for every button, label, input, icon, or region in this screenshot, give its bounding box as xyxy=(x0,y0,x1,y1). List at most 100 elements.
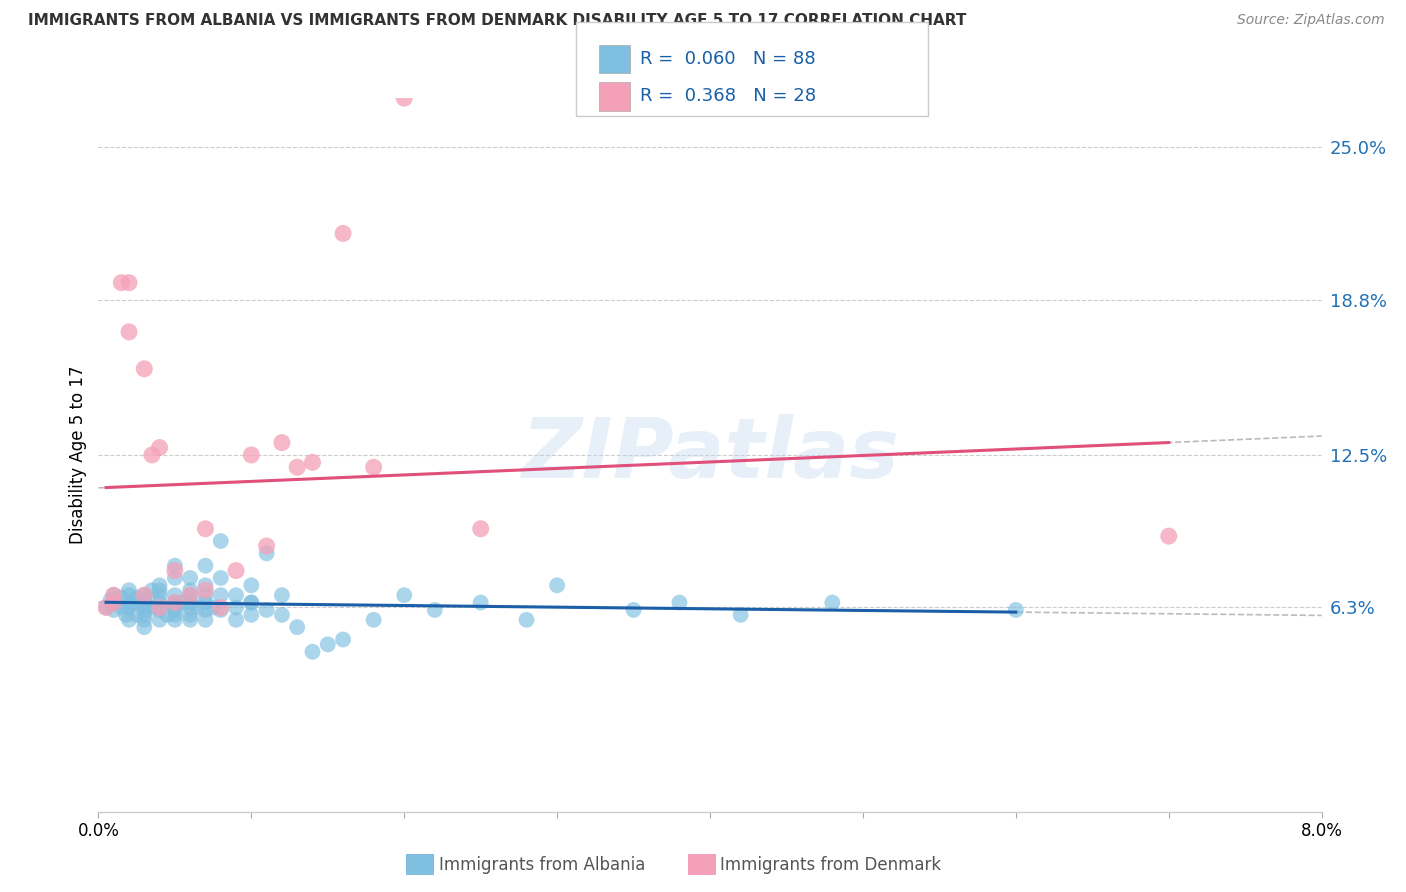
Text: Source: ZipAtlas.com: Source: ZipAtlas.com xyxy=(1237,13,1385,28)
Point xyxy=(240,448,263,462)
Point xyxy=(363,460,385,475)
Point xyxy=(270,435,294,450)
Point xyxy=(134,603,156,617)
Point xyxy=(134,588,156,602)
Point xyxy=(118,583,141,598)
Point xyxy=(163,613,186,627)
Y-axis label: Disability Age 5 to 17: Disability Age 5 to 17 xyxy=(69,366,87,544)
Point xyxy=(392,91,416,105)
Point xyxy=(194,558,217,573)
Point xyxy=(623,603,645,617)
Point xyxy=(121,596,143,610)
Point xyxy=(149,441,172,455)
Point xyxy=(149,583,172,598)
Point xyxy=(194,588,217,602)
Point xyxy=(141,448,163,462)
Point xyxy=(179,588,201,602)
Point xyxy=(125,591,148,605)
Point xyxy=(179,596,201,610)
Point xyxy=(194,603,217,617)
Point xyxy=(209,534,232,549)
Point xyxy=(423,603,446,617)
Point xyxy=(194,522,217,536)
Point xyxy=(118,588,141,602)
Point xyxy=(134,596,156,610)
Point xyxy=(209,603,232,617)
Point xyxy=(256,546,278,560)
Point xyxy=(1157,529,1180,543)
Point xyxy=(149,603,172,617)
Text: Immigrants from Albania: Immigrants from Albania xyxy=(439,856,645,874)
Point xyxy=(100,593,122,607)
Point xyxy=(516,613,538,627)
Point xyxy=(141,600,163,615)
Point xyxy=(668,596,690,610)
Point xyxy=(202,600,225,615)
Point xyxy=(256,539,278,553)
Point xyxy=(105,596,128,610)
Point xyxy=(240,596,263,610)
Point xyxy=(240,578,263,592)
Point xyxy=(163,596,186,610)
Point xyxy=(179,571,201,585)
Point xyxy=(149,588,172,602)
Point xyxy=(225,600,247,615)
Point xyxy=(187,600,209,615)
Point xyxy=(225,613,247,627)
Point xyxy=(118,600,141,615)
Point xyxy=(730,607,752,622)
Point xyxy=(172,596,194,610)
Point xyxy=(363,613,385,627)
Point xyxy=(103,603,125,617)
Point xyxy=(134,588,156,602)
Point xyxy=(209,600,232,615)
Point xyxy=(115,607,138,622)
Point xyxy=(332,227,354,241)
Point xyxy=(118,325,141,339)
Point xyxy=(821,596,844,610)
Point xyxy=(240,596,263,610)
Point xyxy=(110,276,132,290)
Point xyxy=(194,583,217,598)
Point xyxy=(156,607,179,622)
Point xyxy=(256,603,278,617)
Point xyxy=(163,571,186,585)
Point xyxy=(110,600,132,615)
Point xyxy=(134,593,156,607)
Point xyxy=(134,607,156,622)
Text: R =  0.368   N = 28: R = 0.368 N = 28 xyxy=(640,87,815,105)
Point xyxy=(149,578,172,592)
Point xyxy=(163,564,186,578)
Point xyxy=(179,583,201,598)
Point xyxy=(149,600,172,615)
Point xyxy=(546,578,568,592)
Point xyxy=(194,596,217,610)
Point xyxy=(118,276,141,290)
Point xyxy=(225,588,247,602)
Point xyxy=(163,558,186,573)
Point xyxy=(209,588,232,602)
Text: Immigrants from Denmark: Immigrants from Denmark xyxy=(720,856,941,874)
Point xyxy=(470,522,492,536)
Point xyxy=(301,645,323,659)
Point xyxy=(103,596,125,610)
Point xyxy=(163,607,186,622)
Point xyxy=(163,600,186,615)
Point xyxy=(163,588,186,602)
Point xyxy=(125,607,148,622)
Point xyxy=(194,613,217,627)
Point xyxy=(225,564,247,578)
Point xyxy=(285,620,308,634)
Point xyxy=(285,460,308,475)
Point xyxy=(301,455,323,469)
Point xyxy=(134,620,156,634)
Point xyxy=(149,613,172,627)
Point xyxy=(179,588,201,602)
Point xyxy=(103,588,125,602)
Point xyxy=(179,607,201,622)
Point xyxy=(392,588,416,602)
Point xyxy=(141,583,163,598)
Point xyxy=(163,603,186,617)
Point xyxy=(1004,603,1026,617)
Point xyxy=(118,598,141,612)
